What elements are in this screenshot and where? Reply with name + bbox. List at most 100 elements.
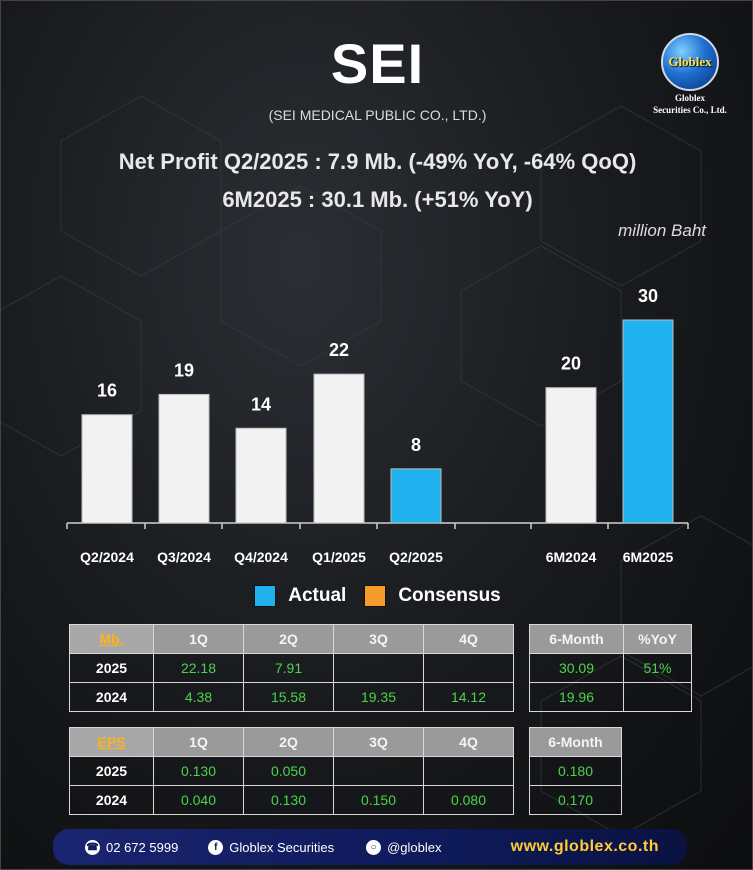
- table-header-row: Mb. 1Q 2Q 3Q 4Q: [69, 624, 514, 654]
- table-row: 2025 0.130 0.050: [69, 756, 514, 786]
- table-row: 30.09 51%: [529, 653, 692, 683]
- phone-number: 02 672 5999: [106, 839, 179, 855]
- globe-icon: Globlex: [661, 33, 719, 91]
- phone-icon: ☎: [85, 839, 100, 855]
- table-row: 2024 0.040 0.130 0.150 0.080: [69, 785, 514, 815]
- column-header: 4Q: [423, 727, 514, 757]
- net-profit-quarterly-table: Mb. 1Q 2Q 3Q 4Q 2025 22.18 7.91 2024 4.3…: [69, 624, 514, 712]
- table-cell: 0.170: [529, 785, 622, 815]
- table-cell: 4.38: [153, 682, 244, 712]
- table-row: 0.170: [529, 785, 622, 815]
- data-label: 20: [561, 354, 581, 374]
- website-link[interactable]: www.globlex.co.th: [510, 838, 659, 855]
- table-cell: 15.58: [243, 682, 334, 712]
- table-cell: [423, 653, 514, 683]
- table-corner-unit: Mb.: [69, 624, 154, 654]
- data-label: 16: [97, 381, 117, 401]
- table-cell: 30.09: [529, 653, 624, 683]
- table-cell: 0.130: [243, 785, 334, 815]
- chart-legend: Actual Consensus: [1, 585, 752, 607]
- data-label: 14: [251, 394, 271, 414]
- table-cell: 0.080: [423, 785, 514, 815]
- logo-company-name-1: Globlex: [674, 93, 705, 103]
- row-year: 2024: [69, 682, 154, 712]
- table-cell: 0.150: [333, 785, 424, 815]
- legend-swatch-consensus: [364, 585, 387, 607]
- column-header: 6-Month: [529, 624, 624, 654]
- table-header-row: EPS 1Q 2Q 3Q 4Q: [69, 727, 514, 757]
- category-label: Q3/2024: [157, 549, 211, 565]
- table-cell: 19.96: [529, 682, 624, 712]
- table-cell: 0.050: [243, 756, 334, 786]
- column-header: 2Q: [243, 727, 334, 757]
- bar: [390, 468, 442, 524]
- ticker-title: SEI: [330, 32, 425, 95]
- column-header: %YoY: [623, 624, 692, 654]
- legend-swatch-actual: [254, 585, 277, 607]
- footer-facebook[interactable]: f Globlex Securities: [208, 839, 334, 855]
- table-cell: 22.18: [153, 653, 244, 683]
- bar: [313, 373, 365, 524]
- table-cell: [423, 756, 514, 786]
- line-handle: @globlex: [387, 839, 442, 855]
- line-icon: ○: [366, 839, 382, 855]
- category-label: 6M2025: [623, 549, 674, 565]
- data-label: 8: [411, 435, 421, 455]
- column-header: 2Q: [243, 624, 334, 654]
- table-cell: [333, 653, 424, 683]
- company-name: (SEI MEDICAL PUBLIC CO., LTD.): [268, 107, 487, 123]
- contact-footer: ☎ 02 672 5999 f Globlex Securities ○ @gl…: [53, 829, 687, 865]
- table-row: 2025 22.18 7.91: [69, 653, 514, 683]
- bar: [622, 319, 674, 524]
- data-label: 22: [329, 340, 349, 360]
- table-corner-eps: EPS: [69, 727, 154, 757]
- row-year: 2025: [69, 653, 154, 683]
- category-label: Q1/2025: [312, 549, 366, 565]
- column-header: 1Q: [153, 624, 244, 654]
- table-cell: 7.91: [243, 653, 334, 683]
- table-cell: 51%: [623, 653, 692, 683]
- footer-phone[interactable]: ☎ 02 672 5999: [85, 839, 179, 855]
- legend-item-consensus: Consensus: [364, 585, 501, 607]
- row-year: 2024: [69, 785, 154, 815]
- category-label: Q2/2024: [80, 549, 134, 565]
- category-label: 6M2024: [546, 549, 597, 565]
- bar: [545, 387, 597, 524]
- eps-6m-table: 6-Month 0.180 0.170: [529, 727, 622, 815]
- table-row: 19.96: [529, 682, 692, 712]
- legend-label-consensus: Consensus: [398, 585, 501, 606]
- column-header: 6-Month: [529, 727, 622, 757]
- footer-line[interactable]: ○ @globlex: [366, 839, 442, 855]
- net-profit-6m-table: 6-Month %YoY 30.09 51% 19.96: [529, 624, 692, 712]
- bar: [158, 393, 210, 524]
- table-cell: 0.180: [529, 756, 622, 786]
- data-label: 30: [638, 286, 658, 306]
- table-cell: [623, 682, 692, 712]
- column-header: 1Q: [153, 727, 244, 757]
- table-cell: 0.040: [153, 785, 244, 815]
- globlex-logo: Globlex Globlex Securities Co., Ltd.: [649, 33, 731, 115]
- column-header: 3Q: [333, 624, 424, 654]
- table-row: 2024 4.38 15.58 19.35 14.12: [69, 682, 514, 712]
- facebook-icon: f: [208, 839, 224, 855]
- table-row: 0.180: [529, 756, 622, 786]
- column-header: 3Q: [333, 727, 424, 757]
- table-header-row: 6-Month %YoY: [529, 624, 692, 654]
- category-label: Q2/2025: [389, 549, 443, 565]
- eps-quarterly-table: EPS 1Q 2Q 3Q 4Q 2025 0.130 0.050 2024 0.…: [69, 727, 514, 815]
- headline-net-profit-6m: 6M2025 : 30.1 Mb. (+51% YoY): [222, 187, 533, 212]
- legend-item-actual: Actual: [254, 585, 346, 607]
- table-cell: 0.130: [153, 756, 244, 786]
- legend-label-actual: Actual: [288, 585, 347, 606]
- logo-wordmark: Globlex: [668, 54, 712, 69]
- logo-company-name-2: Securities Co., Ltd.: [653, 105, 727, 115]
- category-label: Q4/2024: [234, 549, 288, 565]
- table-cell: 19.35: [333, 682, 424, 712]
- column-header: 4Q: [423, 624, 514, 654]
- unit-label: million Baht: [618, 221, 706, 240]
- bar: [235, 427, 287, 524]
- table-cell: 14.12: [423, 682, 514, 712]
- table-header-row: 6-Month: [529, 727, 622, 757]
